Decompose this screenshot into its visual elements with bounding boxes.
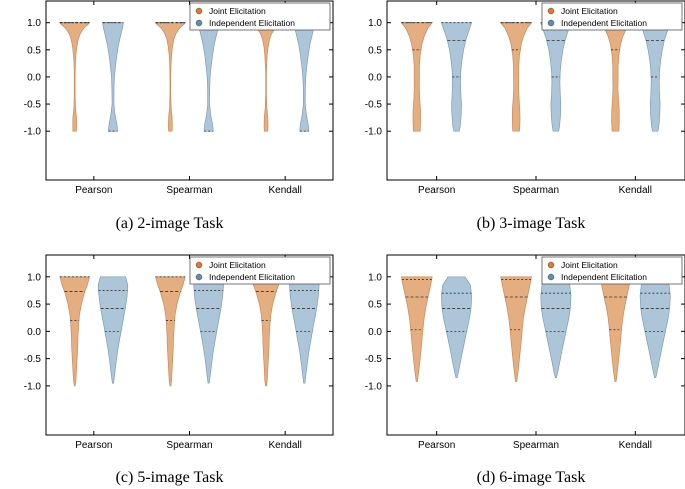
y-tick-label: -0.5 (365, 100, 383, 111)
panel-caption: (d) 6-image Task (477, 469, 586, 486)
legend-box (189, 2, 331, 31)
violin-joint (400, 22, 433, 132)
x-tick-label: Kendall (268, 440, 301, 451)
y-tick-label: 1.0 (27, 272, 41, 283)
legend-label-independent: Independent Elicitation (209, 272, 295, 282)
panel-caption: (b) 3-image Task (477, 215, 586, 232)
y-tick-label: -1.0 (24, 381, 42, 392)
panel-3: 1.0 0.5 0.0 -0.5 -1.0 Pearson Spearman Kendall J… (24, 254, 334, 486)
x-tick-label: Pearson (418, 185, 455, 196)
violin-joint (59, 22, 91, 132)
y-tick-label: 1.0 (368, 272, 382, 283)
violin-joint (599, 276, 632, 382)
y-tick-label: 0.0 (368, 327, 382, 338)
y-tick-label: 0.0 (27, 327, 41, 338)
y-tick-label: -1.0 (365, 381, 383, 392)
y-tick-label: 0.0 (27, 72, 41, 83)
y-tick-label: -0.5 (24, 100, 42, 111)
x-tick-label: Kendall (268, 185, 301, 196)
x-tick-label: Pearson (75, 440, 112, 451)
y-tick-label: 0.5 (27, 45, 41, 56)
plot-frame (45, 0, 334, 181)
panel-4: 1.0 0.5 0.0 -0.5 -1.0 Pearson Spearman Kendall J… (365, 254, 685, 486)
violin-independent (540, 276, 572, 379)
violin-joint (250, 22, 282, 132)
x-tick-label: Kendall (619, 185, 652, 196)
y-tick-label: 1.0 (368, 18, 382, 29)
legend-marker-independent (195, 19, 203, 27)
y-tick-label: 0.5 (368, 45, 382, 56)
violin-independent (441, 276, 472, 379)
legend-marker-independent (195, 273, 203, 281)
legend-box (541, 256, 683, 285)
y-tick-label: -0.5 (365, 354, 383, 365)
y-tick-label: 1.0 (27, 18, 41, 29)
x-tick-label: Spearman (166, 185, 212, 196)
violin-independent (102, 22, 124, 132)
legend-marker-independent (547, 19, 555, 27)
legend-label-independent: Independent Elicitation (561, 272, 647, 282)
x-tick-label: Kendall (619, 440, 652, 451)
y-tick-label: -1.0 (24, 127, 42, 138)
x-tick-label: Spearman (513, 440, 559, 451)
y-tick-label: 0.0 (368, 72, 382, 83)
violin-independent (639, 276, 671, 379)
panel-2: 1.0 0.5 0.0 -0.5 -1.0 Pearson Spearman Kendall J… (365, 0, 685, 232)
legend-label-independent: Independent Elicitation (561, 18, 647, 28)
legend-marker-joint (547, 7, 555, 15)
plot-frame (386, 254, 685, 436)
violin-joint (599, 22, 632, 132)
violin-joint (154, 22, 186, 132)
x-tick-label: Spearman (166, 440, 212, 451)
legend-label-joint: Joint Elicitation (209, 260, 266, 270)
legend-marker-joint (195, 7, 203, 15)
violin-joint (250, 276, 282, 387)
legend-label-joint: Joint Elicitation (561, 6, 618, 16)
panel-1: 1.0 0.5 0.0 -0.5 -1.0 Pearson Spearman Kendall J… (24, 0, 334, 232)
violin-joint (400, 276, 433, 382)
legend-label-independent: Independent Elicitation (209, 18, 295, 28)
legend-marker-independent (547, 273, 555, 281)
legend-label-joint: Joint Elicitation (209, 6, 266, 16)
y-tick-label: 0.5 (27, 300, 41, 311)
violin-independent (97, 276, 129, 384)
violin-joint (499, 22, 533, 132)
legend-box (189, 256, 331, 285)
legend-label-joint: Joint Elicitation (561, 260, 618, 270)
x-tick-label: Pearson (418, 440, 455, 451)
legend-marker-joint (547, 261, 555, 269)
legend-marker-joint (195, 261, 203, 269)
y-tick-label: -1.0 (365, 127, 383, 138)
panel-caption: (c) 5-image Task (116, 469, 224, 486)
y-tick-label: 0.5 (368, 300, 382, 311)
violin-independent (193, 276, 224, 384)
plot-frame (45, 254, 334, 436)
legend-box (541, 2, 683, 31)
y-tick-label: -0.5 (24, 354, 42, 365)
violin-joint (500, 276, 532, 382)
x-tick-label: Spearman (513, 185, 559, 196)
panel-caption: (a) 2-image Task (116, 215, 224, 232)
x-tick-label: Pearson (75, 185, 112, 196)
violin-joint (59, 276, 90, 387)
plot-frame (386, 0, 685, 181)
violin-joint (155, 276, 186, 387)
violin-independent (289, 276, 320, 384)
